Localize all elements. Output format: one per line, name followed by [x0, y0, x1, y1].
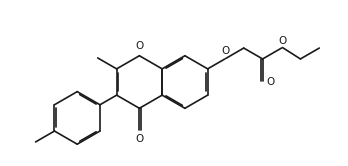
Text: O: O	[135, 41, 143, 51]
Text: O: O	[278, 36, 287, 45]
Text: O: O	[267, 77, 275, 87]
Text: O: O	[135, 134, 143, 144]
Text: O: O	[222, 46, 230, 56]
